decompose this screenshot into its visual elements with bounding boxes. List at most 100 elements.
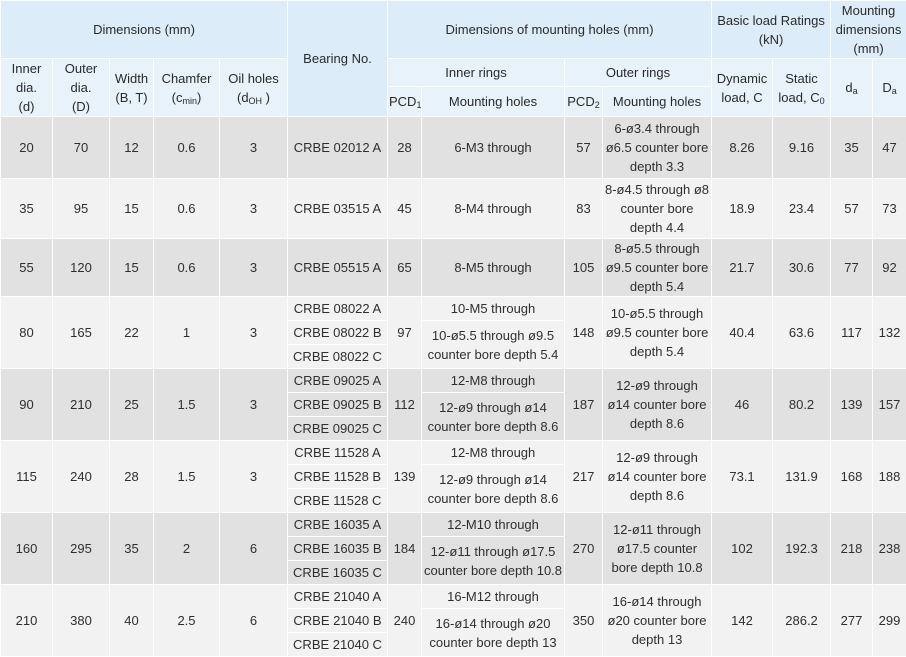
pcd2-cell: 83 [565,179,603,239]
outer-dia-cell: 95 [53,179,110,239]
oil-holes-header: Oil holes(dOH ) [220,59,288,117]
pcd1-cell: 184 [388,513,422,585]
bearing-no-cell: CRBE 21040 B [288,609,388,633]
chamfer-close: ) [197,90,201,105]
bearing-no-cell: CRBE 16035 A [288,513,388,537]
Da-cell: 157 [873,369,906,441]
dynamic-load-cell: 46 [712,369,773,441]
chamfer-cell: 2 [154,513,220,585]
oil-holes-subscript: OH [249,96,263,106]
bearing-no-cell: CRBE 11528 C [288,489,388,513]
inner-mounting-holes-cell: 12-M8 through [422,441,565,465]
inner-dia-symbol: (d) [19,99,35,114]
inner-dia-cell: 90 [1,369,53,441]
width-label: Width [115,71,148,86]
width-symbol: (B, T) [115,90,147,105]
outer-dia-label: Outer dia. [65,61,98,95]
outer-mounting-holes-cell: 12-ø9 through ø14 counter bore depth 8.6 [603,369,712,441]
outer-dia-header: Outer dia.(D) [53,59,110,117]
inner-mounting-holes-cell: 10-ø5.5 through ø9.5 counter bore depth … [422,321,565,369]
static-load-cell: 9.16 [773,117,831,179]
mounting-holes-header: Dimensions of mounting holes (mm) [388,1,712,59]
inner-mounting-holes-cell: 10-M5 through [422,297,565,321]
pcd1-header: PCD1 [388,87,422,117]
bearing-no-cell: CRBE 09025 C [288,417,388,441]
inner-mounting-holes-cell: 16-ø14 through ø20 counter bore depth 13 [422,609,565,657]
inner-dia-cell: 115 [1,441,53,513]
static-subscript: 0 [820,96,825,106]
static-load-cell: 23.4 [773,179,831,239]
static-load-cell: 63.6 [773,297,831,369]
da-cell: 77 [831,239,873,297]
pcd1-cell: 65 [388,239,422,297]
outer-mounting-holes-cell: 16-ø14 through ø20 counter bore depth 13 [603,585,712,657]
pcd1-cell: 28 [388,117,422,179]
da-header: da [831,59,873,117]
inner-dia-cell: 210 [1,585,53,657]
da-cell: 218 [831,513,873,585]
width-cell: 28 [110,441,154,513]
inner-mounting-holes-cell: 16-M12 through [422,585,565,609]
outer-rings-header: Outer rings [565,59,712,87]
pcd2-cell: 187 [565,369,603,441]
outer-dia-cell: 240 [53,441,110,513]
outer-dia-cell: 295 [53,513,110,585]
pcd2-cell: 148 [565,297,603,369]
inner-dia-cell: 80 [1,297,53,369]
inner-mounting-holes-cell: 8-M4 through [422,179,565,239]
static-load-cell: 30.6 [773,239,831,297]
oil-holes-cell: 3 [220,179,288,239]
da-cell: 168 [831,441,873,513]
Da-cell: 299 [873,585,906,657]
pcd2-cell: 270 [565,513,603,585]
chamfer-cell: 0.6 [154,239,220,297]
pcd1-cell: 240 [388,585,422,657]
pcd2-cell: 217 [565,441,603,513]
inner-dia-cell: 55 [1,239,53,297]
chamfer-cell: 1.5 [154,369,220,441]
chamfer-cell: 1 [154,297,220,369]
Da-cell: 73 [873,179,906,239]
dynamic-load-cell: 18.9 [712,179,773,239]
oil-holes-cell: 6 [220,585,288,657]
dynamic-label: Dynamic [717,71,768,86]
static-load-label: load, C [778,90,819,105]
inner-mounting-holes-cell: 6-M3 through [422,117,565,179]
chamfer-subscript: min [182,96,197,106]
dynamic-load-label: load, C [721,90,762,105]
bearing-no-cell: CRBE 03515 A [288,179,388,239]
static-load-cell: 286.2 [773,585,831,657]
static-label: Static [785,71,818,86]
outer-mounting-holes-cell: 12-ø9 through ø14 counter bore depth 8.6 [603,441,712,513]
inner-rings-header: Inner rings [388,59,565,87]
bearing-no-header: Bearing No. [288,1,388,117]
inner-mounting-holes-cell: 12-ø11 through ø17.5 counter bore depth … [422,537,565,585]
inner-mounting-holes-cell: 12-ø9 through ø14 counter bore depth 8.6 [422,393,565,441]
inner-mounting-holes-cell: 12-ø9 through ø14 counter bore depth 8.6 [422,465,565,513]
oil-holes-cell: 3 [220,239,288,297]
Da-subscript: a [892,86,897,96]
inner-mounting-holes-header: Mounting holes [422,87,565,117]
width-cell: 15 [110,179,154,239]
da-cell: 277 [831,585,873,657]
oil-holes-cell: 3 [220,297,288,369]
pcd2-cell: 57 [565,117,603,179]
outer-mounting-holes-cell: 12-ø11 through ø17.5 counter bore depth … [603,513,712,585]
oil-holes-cell: 6 [220,513,288,585]
chamfer-cell: 1.5 [154,441,220,513]
chamfer-symbol: (c [172,90,183,105]
da-cell: 139 [831,369,873,441]
oil-holes-label: Oil holes [228,71,279,86]
Da-cell: 132 [873,297,906,369]
dynamic-load-cell: 40.4 [712,297,773,369]
chamfer-label: Chamfer [162,71,212,86]
pcd1-subscript: 1 [416,100,421,110]
dynamic-load-cell: 21.7 [712,239,773,297]
outer-dia-cell: 165 [53,297,110,369]
dynamic-load-cell: 8.26 [712,117,773,179]
outer-dia-cell: 70 [53,117,110,179]
